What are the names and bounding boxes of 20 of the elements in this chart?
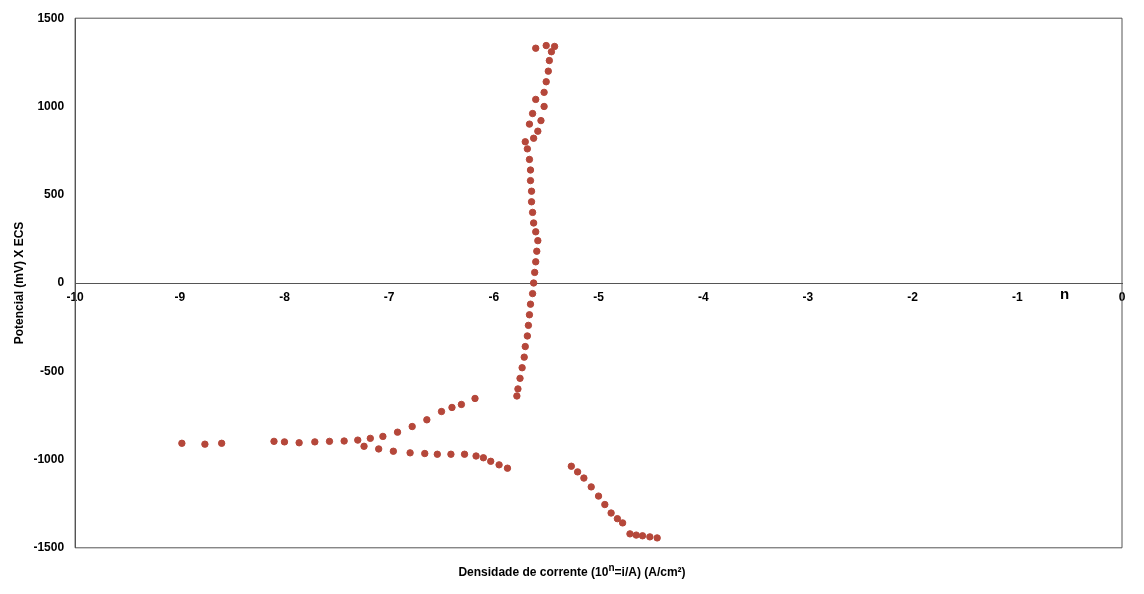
x-tick-label: -2 — [907, 289, 919, 304]
x-tick-label: -8 — [279, 289, 291, 304]
y-tick-label: -1500 — [33, 540, 65, 555]
annotation: n — [1060, 285, 1070, 303]
y-tick-label: 1000 — [37, 98, 65, 113]
x-tick-label: -9 — [174, 289, 186, 304]
y-axis-title: Potencial (mV) X ECS — [11, 221, 26, 345]
y-tick-label: -1000 — [33, 451, 65, 466]
y-tick-label: 0 — [57, 275, 65, 290]
x-tick-label: -5 — [593, 289, 605, 304]
x-axis-title: Densidade de corrente (10$^{n}$=i/A) (A/cm²) — [457, 562, 687, 579]
x-tick-label: -7 — [383, 289, 395, 304]
y-tick-label: 1500 — [37, 10, 65, 25]
x-tick-label: -3 — [802, 289, 814, 304]
x-tick-label: -1 — [1011, 289, 1023, 304]
y-tick-label: 500 — [44, 187, 65, 202]
x-tick-label: -6 — [488, 289, 500, 304]
x-tick-label: -4 — [697, 289, 709, 304]
y-tick-label: -500 — [40, 363, 65, 378]
x-tick-label: 0 — [1118, 289, 1126, 304]
